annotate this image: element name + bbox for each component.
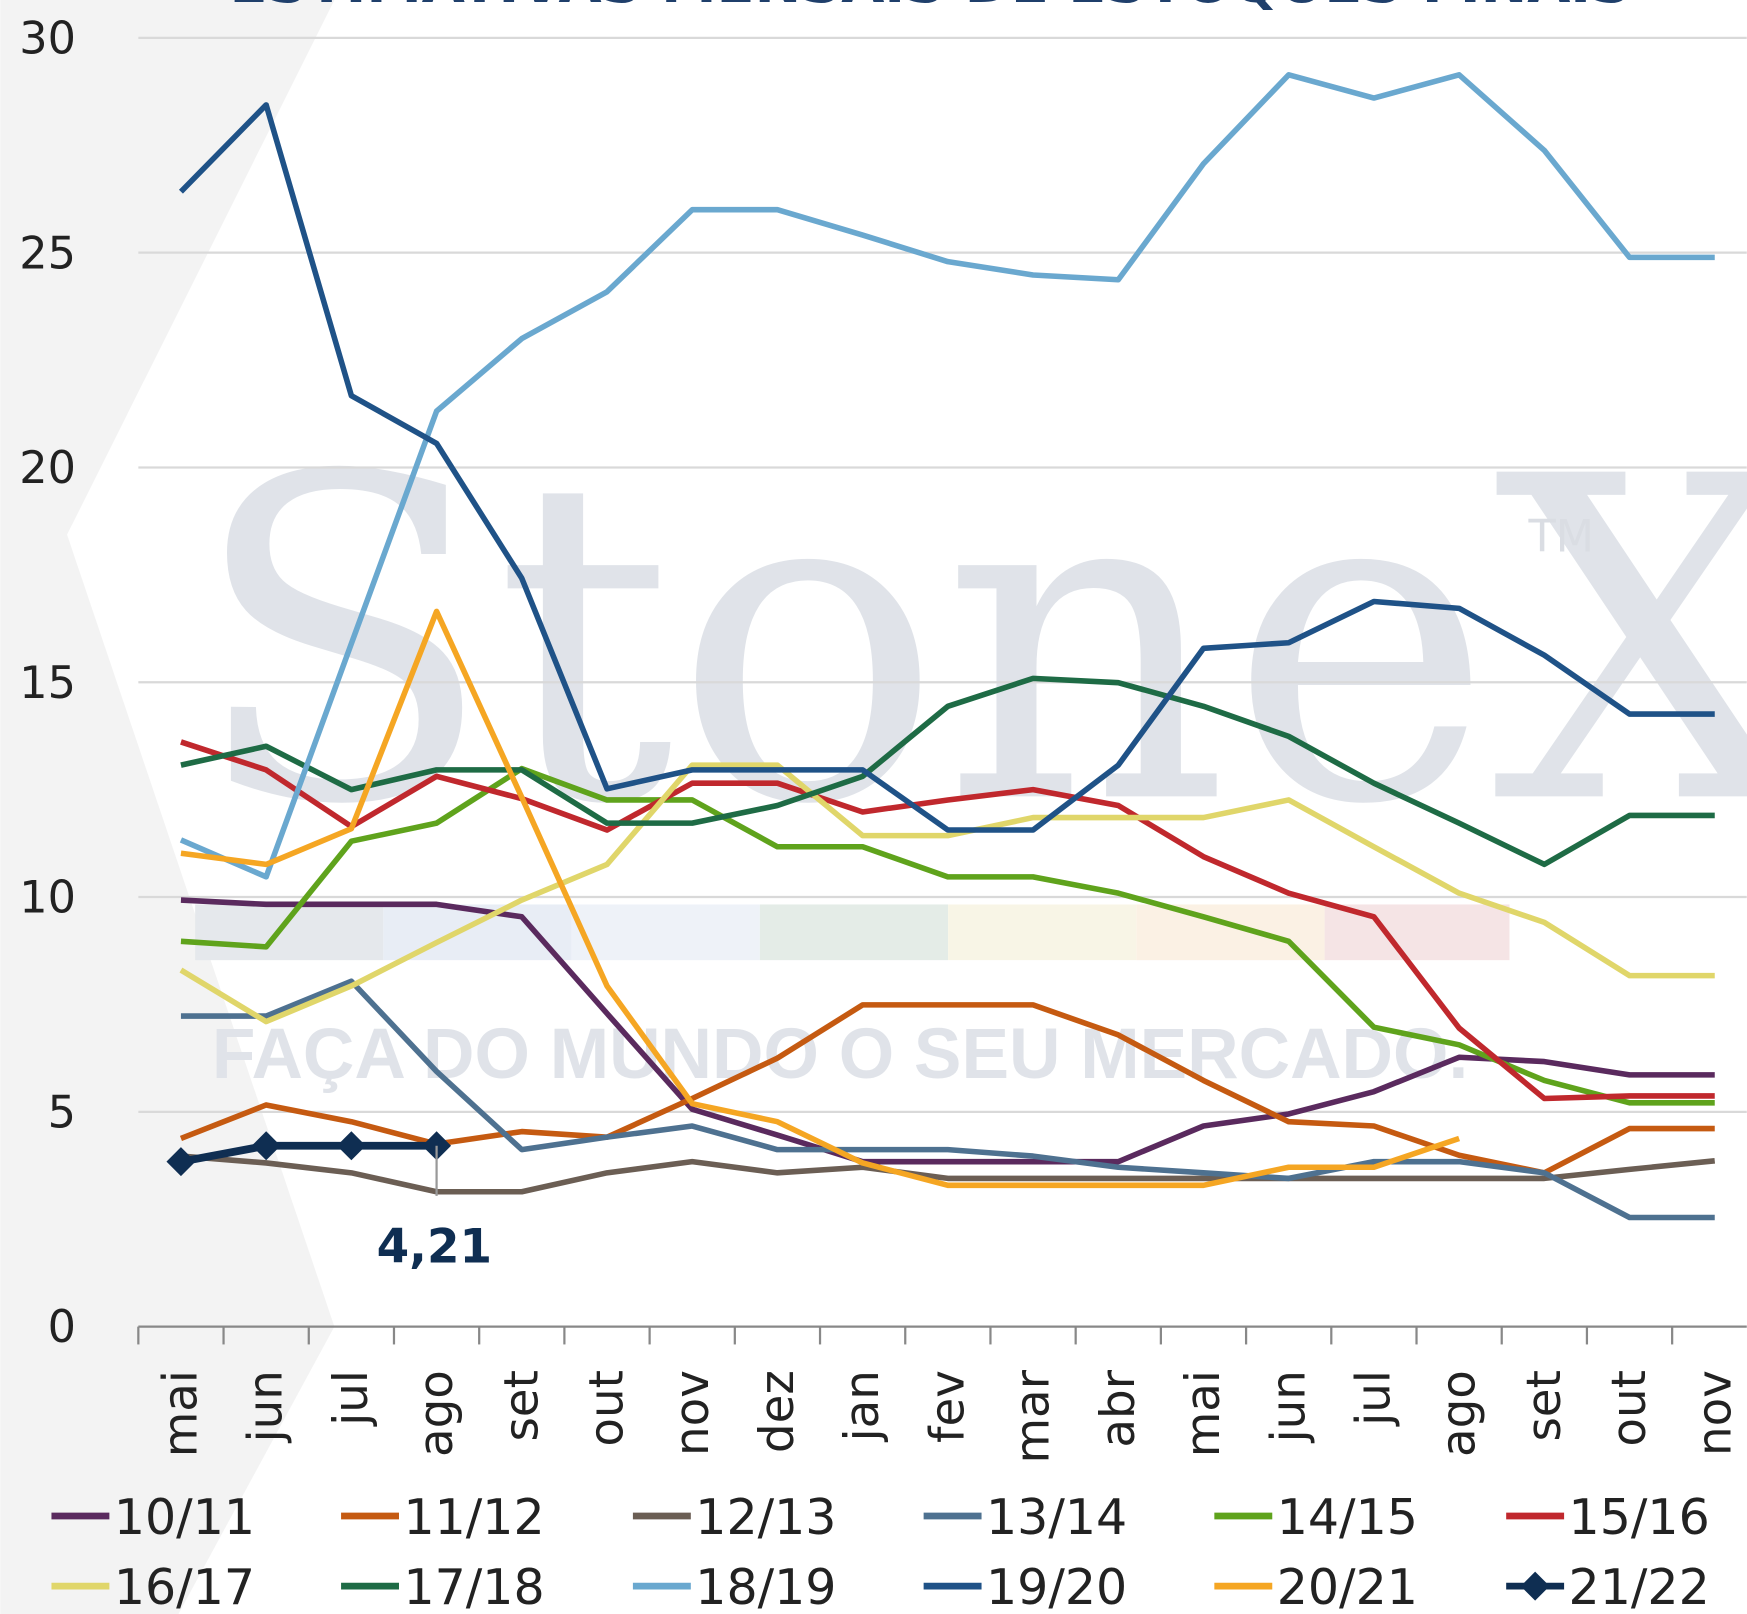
- legend-item: 19/20: [923, 1559, 1127, 1614]
- series-marker: [336, 1131, 366, 1161]
- x-tick-label: mar: [1007, 1369, 1061, 1463]
- legend-item: 12/13: [632, 1489, 836, 1546]
- watermark-bar: [948, 904, 1137, 961]
- series-line: [179, 762, 1715, 1025]
- x-tick-label: jan: [836, 1370, 890, 1442]
- watermark-bar: [571, 904, 760, 961]
- x-tick-label: jul: [325, 1370, 379, 1427]
- legend-item: 16/17: [51, 1559, 255, 1614]
- x-tick-label: nov: [666, 1370, 720, 1456]
- y-tick-label: 30: [19, 12, 76, 64]
- watermark-bar: [759, 904, 949, 961]
- x-tick-label: set: [495, 1370, 549, 1441]
- legend-item: 20/21: [1214, 1559, 1418, 1614]
- x-tick-label: ago: [410, 1370, 464, 1457]
- watermark-tm: TM: [1527, 510, 1594, 562]
- legend-label: 14/15: [1277, 1489, 1418, 1546]
- x-tick-label: set: [1518, 1370, 1572, 1441]
- legend-label: 19/20: [986, 1559, 1127, 1614]
- y-tick-label: 0: [48, 1301, 76, 1353]
- x-tick-label: out: [581, 1370, 635, 1447]
- watermark-chevron: [0, 0, 335, 1614]
- x-tick-label: ago: [1433, 1370, 1487, 1457]
- x-tick-label: dez: [751, 1370, 805, 1453]
- y-tick-label: 25: [19, 227, 76, 279]
- watermark-tagline: FAÇA DO MUNDO O SEU MERCADO.: [212, 1014, 1468, 1094]
- legend-label: 11/12: [403, 1489, 544, 1546]
- legend-item: 14/15: [1214, 1489, 1418, 1546]
- series-line: [180, 765, 1715, 1106]
- y-tick-label: 10: [19, 872, 76, 924]
- x-tick-label: fev: [921, 1370, 975, 1443]
- legend-label: 13/14: [986, 1489, 1127, 1546]
- x-tick-label: jun: [1262, 1370, 1316, 1443]
- legend-label: 15/16: [1569, 1489, 1710, 1546]
- legend-item: 18/19: [632, 1559, 836, 1614]
- legend-item: 13/14: [923, 1489, 1127, 1546]
- series-line: [180, 675, 1715, 868]
- legend-label: 10/11: [114, 1489, 255, 1546]
- legend-label: 16/17: [114, 1559, 255, 1614]
- y-tick-label: 5: [48, 1086, 76, 1138]
- series-line: [180, 608, 1461, 1189]
- legend-marker: [1520, 1571, 1550, 1601]
- data-label: 4,21: [377, 1221, 492, 1275]
- legend-label: 12/13: [695, 1489, 836, 1546]
- y-tick-label: 20: [19, 442, 76, 494]
- watermark-bar: [1136, 904, 1325, 961]
- watermark-bar: [195, 904, 384, 961]
- x-tick-label: out: [1603, 1370, 1657, 1447]
- legend-item: 11/12: [341, 1489, 545, 1546]
- x-tick-label: mai: [155, 1370, 209, 1457]
- series-line: [180, 739, 1715, 1102]
- chart-title: ESTIMATIVAS MENSAIS DE ESTOQUES FINAIS: [229, 0, 1631, 16]
- series-line: [179, 72, 1715, 880]
- x-tick-label: nov: [1688, 1370, 1742, 1456]
- x-tick-label: jun: [240, 1370, 294, 1443]
- series-line: [180, 978, 1715, 1221]
- series-line: [180, 897, 1715, 1165]
- x-tick-label: mai: [1177, 1370, 1231, 1457]
- x-tick-label: abr: [1092, 1369, 1146, 1447]
- x-tick-label: jul: [1348, 1370, 1402, 1427]
- series-line: [180, 1141, 437, 1166]
- legend-label: 21/22: [1569, 1559, 1710, 1614]
- legend-label: 17/18: [403, 1559, 544, 1614]
- legend-item: 10/11: [51, 1489, 255, 1546]
- legend-item: 21/22: [1506, 1559, 1710, 1614]
- series-line: [178, 102, 1715, 833]
- legend-label: 20/21: [1277, 1559, 1418, 1614]
- y-tick-label: 15: [19, 657, 76, 709]
- legend-item: 17/18: [341, 1559, 545, 1614]
- legend-item: 15/16: [1506, 1489, 1710, 1546]
- legend-label: 18/19: [695, 1559, 836, 1614]
- series-marker: [251, 1131, 281, 1161]
